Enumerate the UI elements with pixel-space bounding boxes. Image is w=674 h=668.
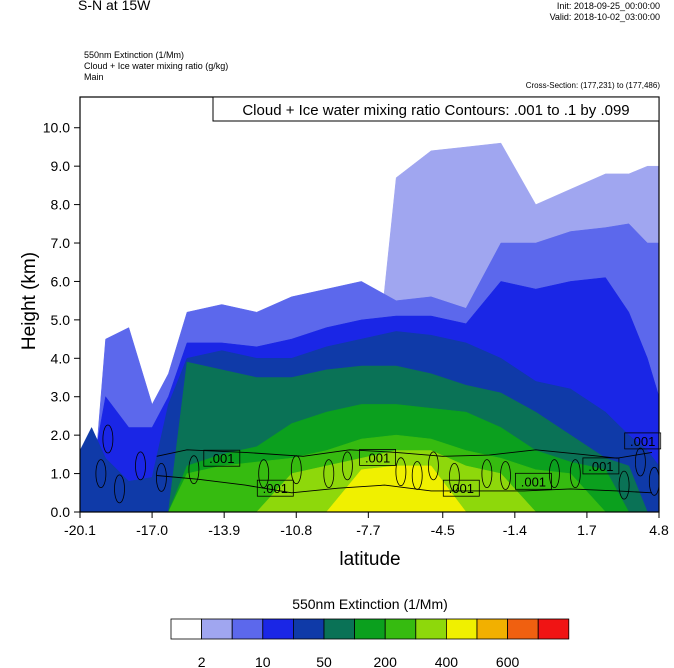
- x-tick-label-5: -4.5: [431, 522, 455, 538]
- colorbar-swatch-11: [507, 618, 539, 640]
- contour-cell-20: [648, 466, 659, 496]
- y-tick-label-9: 9.0: [51, 158, 71, 174]
- x-tick-label-0: -20.1: [64, 522, 96, 538]
- y-tick-label-3: 3.0: [51, 389, 71, 405]
- contour-cell-18: [618, 470, 630, 500]
- colorbar-swatch-5: [323, 618, 356, 640]
- contour-title: Cloud + Ice water mixing ratio Contours:…: [242, 102, 629, 119]
- contour-line-0: [156, 449, 653, 459]
- colorbar-swatch-10: [476, 618, 509, 640]
- field-label-main: Main: [84, 72, 104, 82]
- contour-label-box-3: [442, 479, 480, 497]
- contour-label-2: .001: [365, 450, 390, 465]
- colorbar-label-1: 10: [255, 654, 271, 668]
- colorbar-label-5: 600: [496, 654, 520, 668]
- contour-label-box-1: [256, 479, 294, 497]
- contour-labels: .001 .001 .001 .001 .001 .001 .001: [203, 432, 662, 497]
- colorbar-swatch-7: [384, 618, 417, 640]
- cross-section-label: Cross-Section: (177,231) to (177,486): [525, 81, 660, 90]
- contour-cell-14: [481, 459, 493, 489]
- y-tick-label-6: 6.0: [51, 273, 71, 289]
- contour-cell-19: [635, 447, 646, 477]
- contour-cell-5: [188, 455, 200, 485]
- contour-label-box-6: [624, 432, 662, 450]
- y-axis-label: Height (km): [19, 251, 40, 351]
- y-tick-label-2: 2.0: [51, 427, 71, 443]
- x-tick-label-2: -13.9: [208, 522, 240, 538]
- contour-label-box-2: [359, 448, 397, 466]
- colorbar-label-0: 2: [198, 654, 206, 668]
- contour-cell-17: [569, 459, 581, 489]
- contour-cell-1: [102, 424, 114, 454]
- contour-cell-7: [290, 455, 302, 485]
- contour-label-box-0: [203, 449, 241, 467]
- contour-cell-13: [448, 462, 460, 492]
- contour-label-box-5: [582, 457, 620, 475]
- contour-cell-2: [114, 474, 125, 504]
- contour-cell-15: [500, 461, 511, 490]
- colorbar-label-3: 200: [374, 654, 398, 668]
- contour-cell-11: [411, 461, 423, 490]
- contour-label-0: .001: [209, 451, 234, 466]
- x-axis: -20.1 -17.0 -13.9 -10.8 -7.7 -4.5 -1.4 1.7 4.8: [64, 512, 669, 538]
- colorbar-swatch-2: [231, 618, 264, 640]
- y-tick-label-10: 10.0: [43, 120, 70, 136]
- contour-label-4: .001: [521, 474, 546, 489]
- y-tick-label-8: 8.0: [51, 197, 71, 213]
- y-tick-label-4: 4.0: [51, 350, 71, 366]
- contour-cell-6: [258, 459, 270, 489]
- y-tick-label-1: 1.0: [51, 466, 71, 482]
- contour-label-1: .001: [263, 481, 288, 496]
- y-tick-label-0: 0.0: [51, 504, 71, 520]
- contour-label-box-4: [515, 472, 552, 490]
- x-tick-label-3: -10.8: [280, 522, 312, 538]
- contour-cell-4: [155, 462, 167, 492]
- colorbar-swatch-9: [445, 618, 478, 640]
- contour-line-1: [156, 475, 653, 494]
- x-tick-label-6: -1.4: [503, 522, 527, 538]
- colorbar-swatch-8: [415, 618, 447, 640]
- contour-cell-8: [323, 459, 335, 489]
- contour-lines: [95, 424, 659, 504]
- colorbar-swatch-1: [201, 618, 233, 640]
- colorbar-swatch-0: [170, 618, 203, 640]
- colorbar-title: 550nm Extinction (1/Mm): [292, 596, 448, 612]
- extinction-field: [80, 97, 659, 512]
- x-tick-label-4: -7.7: [356, 522, 380, 538]
- colorbar-label-2: 50: [316, 654, 332, 668]
- colorbar-swatch-12: [537, 618, 570, 640]
- x-axis-label: latitude: [339, 549, 401, 570]
- init-time: Init: 2018-09-25_00:00:00: [556, 1, 660, 11]
- contour-cell-12: [427, 451, 439, 481]
- y-tick-label-5: 5.0: [51, 312, 71, 328]
- colorbar-swatch-6: [354, 618, 386, 640]
- valid-time: Valid: 2018-10-02_03:00:00: [549, 12, 660, 22]
- contour-label-3: .001: [449, 481, 474, 496]
- colorbar-swatch-3: [262, 618, 294, 640]
- field-label-extinction: 550nm Extinction (1/Mm): [84, 50, 185, 60]
- field-label-mixing-ratio: Cloud + Ice water mixing ratio (g/kg): [84, 61, 229, 71]
- y-tick-label-7: 7.0: [51, 235, 71, 251]
- contour-label-6: .001: [630, 434, 655, 449]
- contour-title-box: Cloud + Ice water mixing ratio Contours:…: [212, 96, 660, 122]
- contour-cell-10: [395, 457, 407, 487]
- colorbar: 2 10 50 200 400 600: [170, 618, 570, 668]
- y-axis: 0.0 1.0 2.0 3.0 4.0 5.0 6.0 7.0 8.0 9.0 10.0: [43, 120, 80, 520]
- chart-title: S-N at 15W: [78, 0, 151, 13]
- x-tick-label-7: 1.7: [577, 522, 597, 538]
- contour-cell-0: [95, 459, 107, 489]
- x-tick-label-8: 4.8: [649, 522, 669, 538]
- contour-label-5: .001: [588, 459, 613, 474]
- colorbar-swatch-4: [292, 618, 325, 640]
- x-tick-label-1: -17.0: [136, 522, 168, 538]
- contour-cell-3: [135, 451, 146, 481]
- colorbar-label-4: 400: [435, 654, 459, 668]
- extinction-band-9: [80, 465, 659, 512]
- contour-cell-9: [341, 451, 353, 481]
